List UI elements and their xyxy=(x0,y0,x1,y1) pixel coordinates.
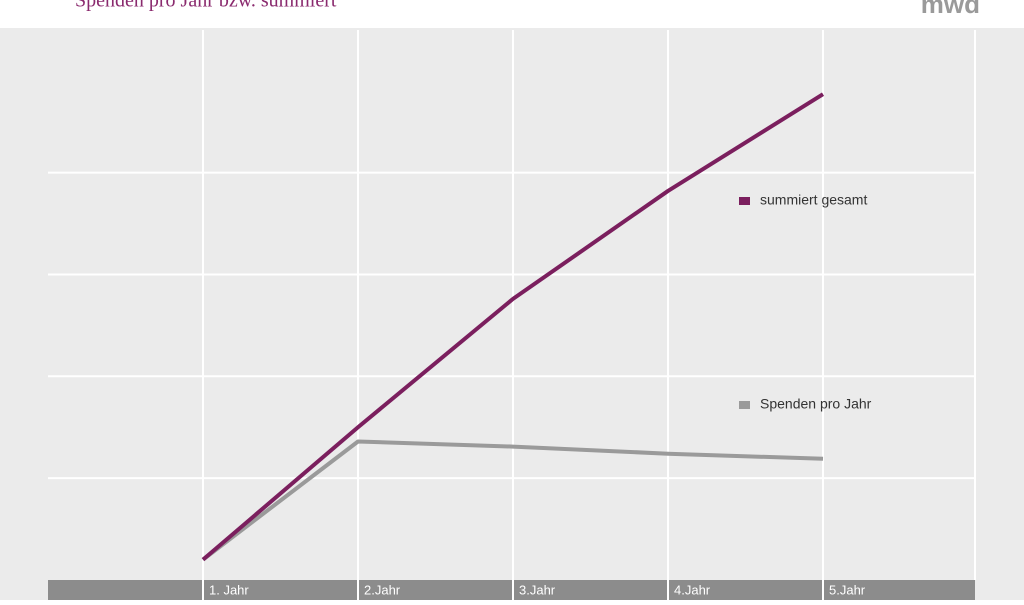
x-tick-label: 5.Jahr xyxy=(829,582,866,597)
data-line xyxy=(201,92,825,562)
legend-label: summiert gesamt xyxy=(760,192,867,208)
x-tick-label: 2.Jahr xyxy=(364,582,401,597)
legend-swatch xyxy=(739,401,750,409)
x-tick-label: 4.Jahr xyxy=(674,582,711,597)
legend-swatch xyxy=(739,197,750,205)
x-tick-label: 1. Jahr xyxy=(209,582,249,597)
legend-label: Spenden pro Jahr xyxy=(760,396,872,412)
logo: mwd xyxy=(921,0,980,19)
x-axis-bar xyxy=(48,580,975,600)
chart-title: Spenden pro Jahr bzw. summiert xyxy=(75,0,337,12)
x-tick-label: 3.Jahr xyxy=(519,582,556,597)
data-line xyxy=(201,439,824,562)
